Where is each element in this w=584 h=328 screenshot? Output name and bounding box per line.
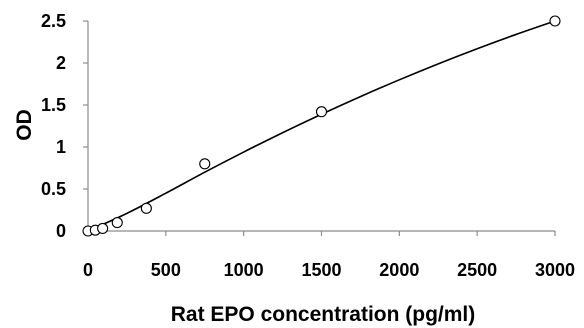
- x-axis-title: Rat EPO concentration (pg/ml): [171, 303, 476, 326]
- y-tick-label: 1: [56, 137, 66, 157]
- data-points: [82, 15, 561, 237]
- data-point: [315, 106, 328, 118]
- axes: 0 500 1000 1500 2000 2500 3000 0 0.5 1 1.5 2 2.5: [41, 11, 575, 280]
- data-point: [140, 202, 152, 214]
- fit-curve: [87, 20, 556, 232]
- x-tick-label: 0: [83, 260, 93, 280]
- fit-curve-group: [87, 20, 556, 232]
- y-tick-label: 0: [56, 221, 66, 241]
- x-tick-label: 1000: [224, 260, 264, 280]
- data-point: [111, 217, 123, 229]
- data-point: [549, 15, 561, 27]
- y-tick-label: 2: [56, 53, 66, 73]
- y-axis-title: OD: [13, 109, 36, 141]
- data-point: [199, 158, 211, 170]
- y-tick-label: 1.5: [41, 95, 66, 115]
- y-tick-label: 2.5: [41, 11, 66, 31]
- x-tick-label: 500: [151, 260, 181, 280]
- data-point: [97, 222, 109, 235]
- labels: OD Rat EPO concentration (pg/ml): [13, 109, 475, 326]
- x-tick-label: 2000: [379, 260, 419, 280]
- y-tick-label: 0.5: [41, 179, 66, 199]
- x-tick-label: 1500: [301, 260, 341, 280]
- x-tick-label: 3000: [535, 260, 575, 280]
- x-tick-label: 2500: [457, 260, 497, 280]
